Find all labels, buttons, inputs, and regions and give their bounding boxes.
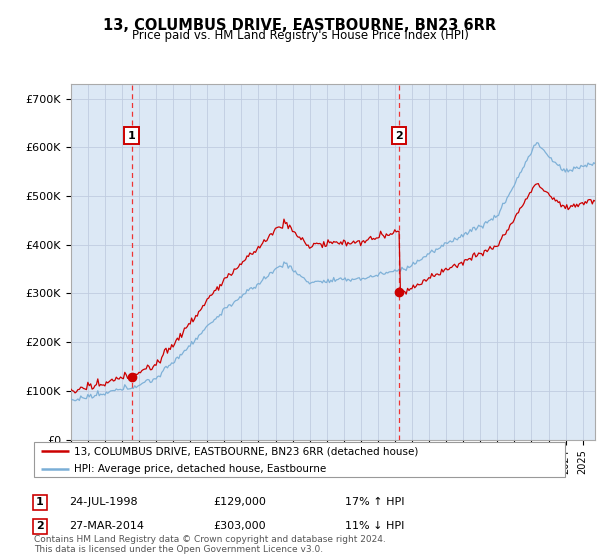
Text: £303,000: £303,000: [213, 521, 266, 531]
Text: 13, COLUMBUS DRIVE, EASTBOURNE, BN23 6RR: 13, COLUMBUS DRIVE, EASTBOURNE, BN23 6RR: [103, 18, 497, 33]
Text: HPI: Average price, detached house, Eastbourne: HPI: Average price, detached house, East…: [74, 464, 326, 474]
Text: 27-MAR-2014: 27-MAR-2014: [69, 521, 144, 531]
Text: 17% ↑ HPI: 17% ↑ HPI: [345, 497, 404, 507]
Text: Price paid vs. HM Land Registry's House Price Index (HPI): Price paid vs. HM Land Registry's House …: [131, 29, 469, 42]
Text: 1: 1: [128, 130, 136, 141]
Text: 1: 1: [36, 497, 44, 507]
Text: 24-JUL-1998: 24-JUL-1998: [69, 497, 137, 507]
Text: Contains HM Land Registry data © Crown copyright and database right 2024.
This d: Contains HM Land Registry data © Crown c…: [34, 535, 386, 554]
Text: 13, COLUMBUS DRIVE, EASTBOURNE, BN23 6RR (detached house): 13, COLUMBUS DRIVE, EASTBOURNE, BN23 6RR…: [74, 446, 418, 456]
Text: 2: 2: [36, 521, 44, 531]
Text: £129,000: £129,000: [213, 497, 266, 507]
Text: 11% ↓ HPI: 11% ↓ HPI: [345, 521, 404, 531]
Text: 2: 2: [395, 130, 403, 141]
